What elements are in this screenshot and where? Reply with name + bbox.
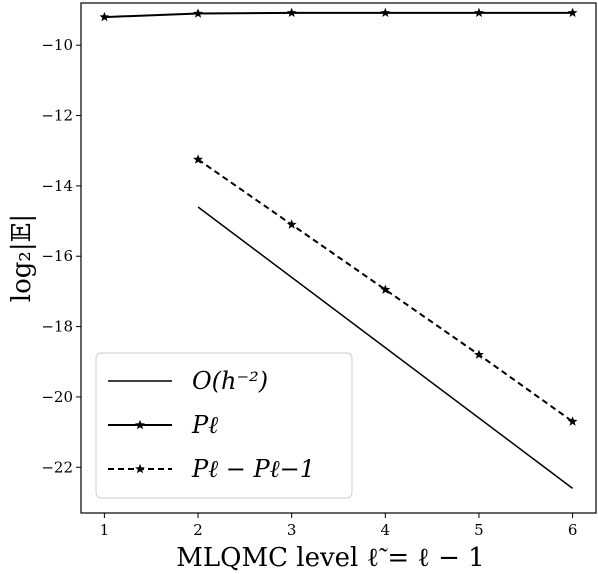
series-1-point <box>380 7 391 18</box>
x-tick-label: 6 <box>568 521 578 539</box>
x-tick-label: 4 <box>381 521 391 539</box>
y-tick-label: −14 <box>41 177 73 195</box>
legend-marker-2 <box>135 463 145 474</box>
x-tick-label: 5 <box>474 521 484 539</box>
series-1-point <box>99 11 110 22</box>
y-tick-label: −22 <box>41 458 73 476</box>
y-tick-label: −18 <box>41 318 73 336</box>
series-line-0 <box>197 206 574 489</box>
series-2-point <box>193 154 203 164</box>
series-1-point <box>193 8 203 18</box>
plot-lines <box>99 7 578 489</box>
legend-label-0: O(h⁻²) <box>192 367 268 395</box>
series-1-point <box>286 7 297 18</box>
series-line-1 <box>104 11 573 19</box>
y-tick-label: −10 <box>41 36 73 54</box>
series-2-point <box>286 219 297 229</box>
y-tick-label: −12 <box>41 107 73 125</box>
legend-marker-1 <box>135 419 145 430</box>
y-tick-label: −20 <box>41 388 73 406</box>
x-tick-label: 1 <box>100 521 110 539</box>
series-1-point <box>567 7 578 18</box>
series-2-point <box>380 284 391 294</box>
series-line-2 <box>197 158 574 423</box>
x-axis-title: MLQMC level ℓ̃ = ℓ − 1 <box>176 543 484 573</box>
y-axis-title: log₂|𝔼| <box>7 214 37 302</box>
legend-box <box>95 352 353 499</box>
series-2-point <box>474 349 484 359</box>
x-tick-label: 2 <box>193 521 203 539</box>
x-tick-label: 3 <box>287 521 297 539</box>
legend: O(h⁻²) Pℓ Pℓ − Pℓ−1 <box>95 352 353 499</box>
legend-label-2: Pℓ − Pℓ−1 <box>191 455 315 483</box>
y-tick-label: −16 <box>41 247 73 265</box>
axes: 1 2 3 4 5 6 −10 −12 −14 −16 −18 −20 −22 MLQMC level ℓ… <box>7 2 597 573</box>
plot-frame <box>80 2 597 514</box>
legend-label-1: Pℓ <box>191 411 218 439</box>
series-1-point <box>474 7 484 18</box>
series-2-point <box>567 416 578 426</box>
